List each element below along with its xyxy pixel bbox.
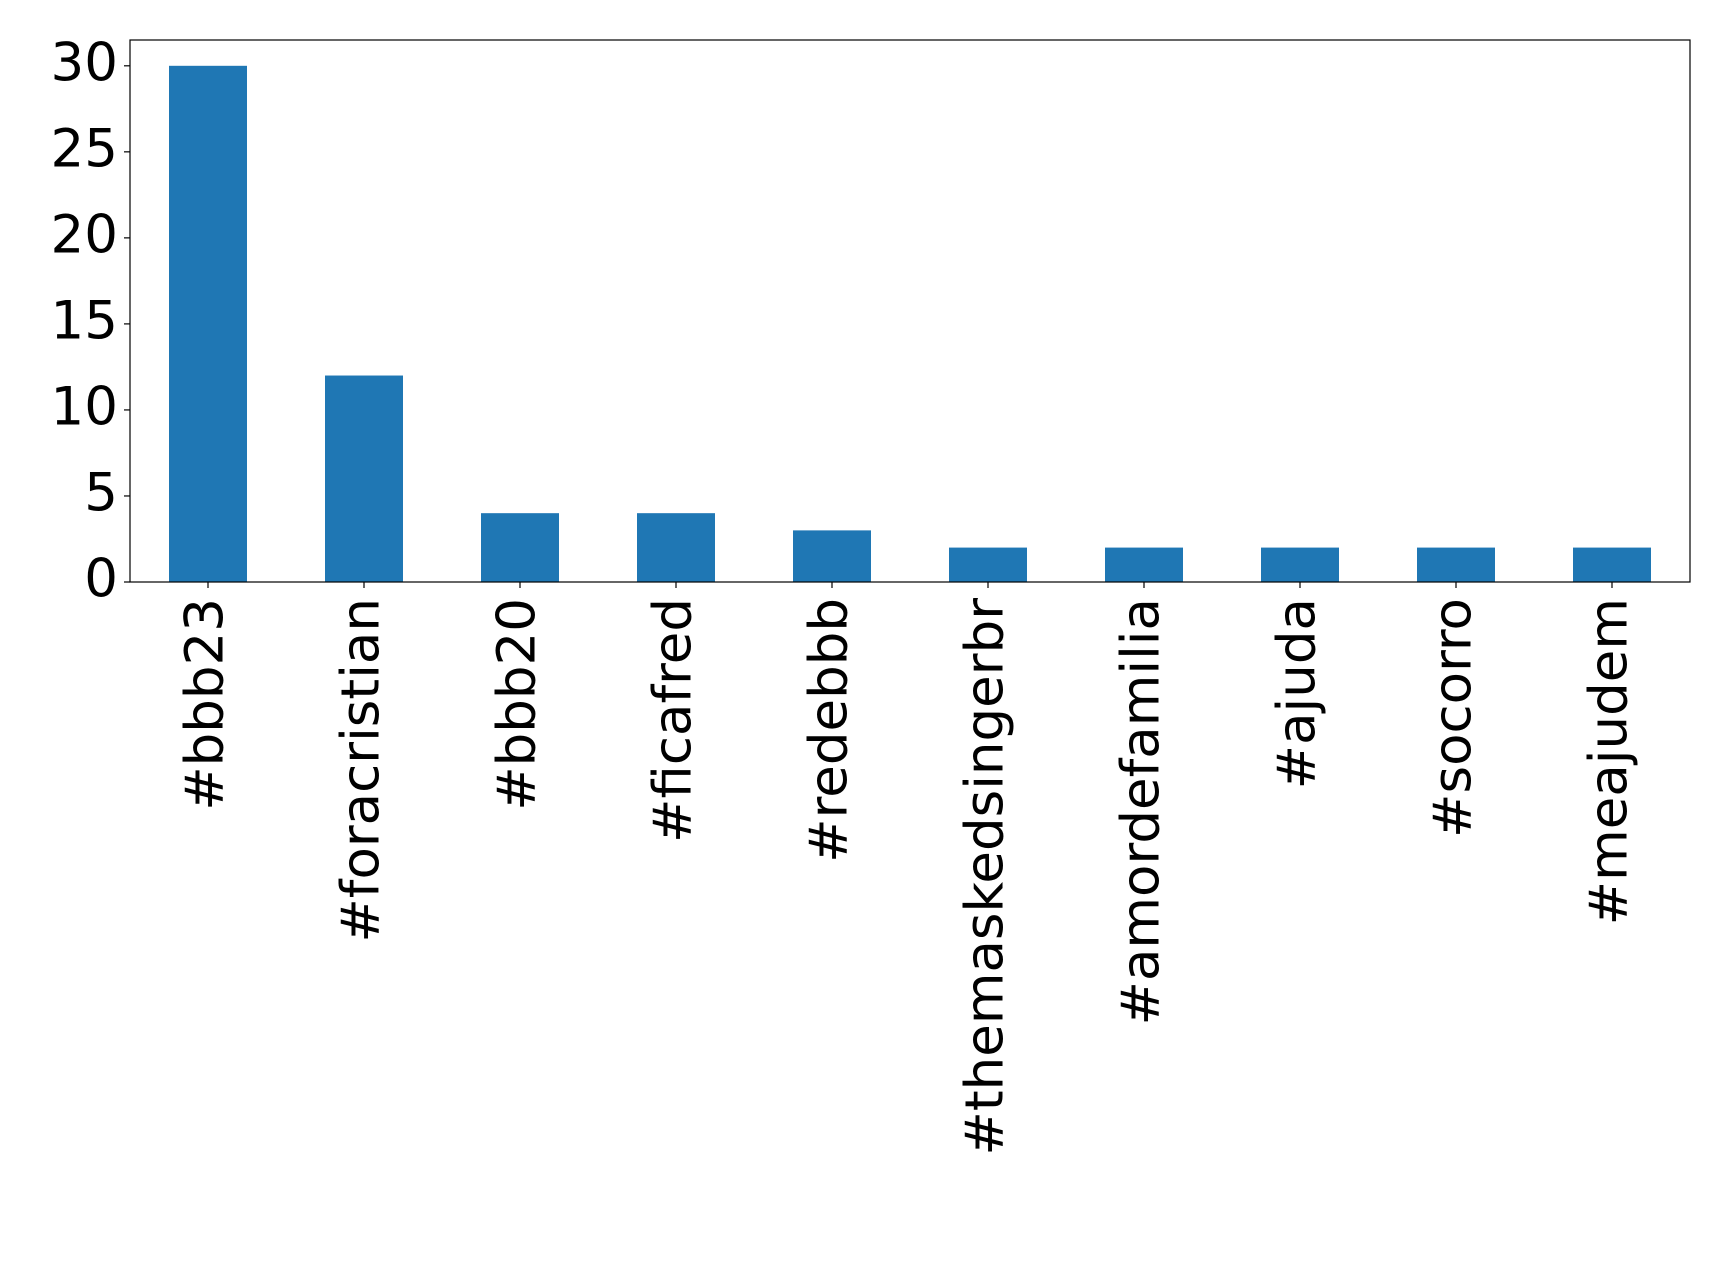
x-tick-label: #meajudem — [1579, 598, 1640, 925]
x-tick-label: #bbb20 — [487, 598, 548, 811]
bar — [949, 547, 1027, 582]
y-tick-label: 15 — [51, 291, 118, 352]
bar — [1261, 547, 1339, 582]
bar — [1417, 547, 1495, 582]
x-tick-label: #bbb23 — [175, 598, 236, 811]
y-tick-label: 10 — [51, 377, 118, 438]
plot-frame — [129, 39, 1691, 583]
bar — [637, 513, 715, 582]
bar — [325, 375, 403, 582]
x-tick-label: #amordefamilia — [1111, 598, 1172, 1025]
x-tick-label: #socorro — [1423, 598, 1484, 838]
bar — [481, 513, 559, 582]
x-tick-label: #themaskedsingerbr — [955, 598, 1016, 1156]
x-tick-label: #ajuda — [1267, 598, 1328, 789]
x-tick-label: #redebbb — [799, 598, 860, 863]
bar — [793, 530, 871, 582]
x-tick-label: #foracristian — [331, 598, 392, 943]
y-tick-label: 30 — [51, 32, 118, 93]
y-tick-label: 20 — [51, 205, 118, 266]
y-tick-label: 25 — [51, 118, 118, 179]
y-tick-label: 0 — [84, 549, 118, 610]
y-tick-label: 5 — [84, 463, 118, 524]
bar — [1573, 547, 1651, 582]
x-tick-label: #ficafred — [643, 598, 704, 843]
bar — [169, 65, 247, 583]
bar — [1105, 547, 1183, 582]
